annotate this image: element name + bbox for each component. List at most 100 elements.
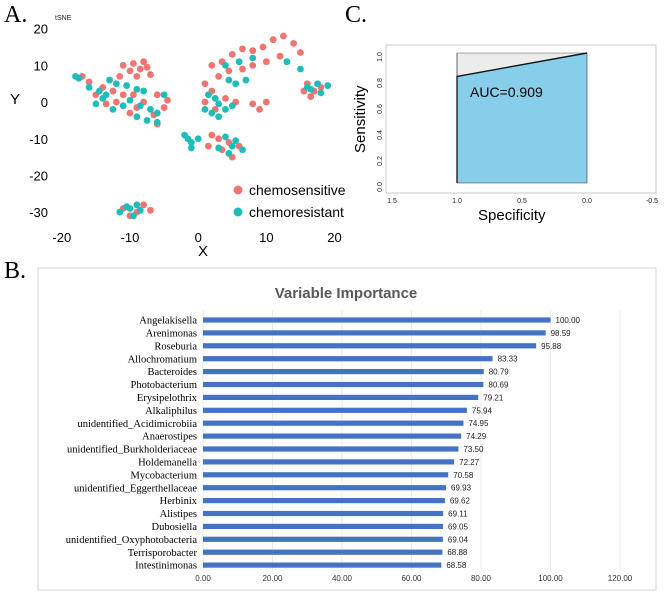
bar-value-label: 69.93 [451, 484, 472, 493]
panel-b-x-ticks: 0.00 20.00 40.00 60.00 80.00 100.00 120.00 [195, 574, 633, 583]
chemosensitive-point [222, 94, 229, 102]
bar-value-label: 69.62 [450, 497, 471, 506]
bar [203, 446, 459, 452]
bar-category-label: Dubosiella [152, 522, 198, 533]
panel-a-x-label: X [198, 243, 208, 260]
bar [203, 523, 443, 529]
bar-category-label: Photobacterium [131, 380, 198, 391]
chemosensitive-point [109, 87, 117, 95]
bar-category-label: unidentified_Eggerthellaceae [74, 483, 197, 494]
chemosensitive-point [297, 49, 304, 56]
chemoresistant-point [153, 109, 161, 117]
chemoresistant-point [123, 203, 130, 211]
chemoresistant-point [187, 144, 195, 152]
panel-a-y-ticks: 20 10 0 -10 -20 -30 [29, 22, 48, 220]
bar-value-label: 69.04 [448, 535, 469, 544]
bar-value-label: 74.95 [468, 419, 489, 428]
bar-category-label: Anaerostipes [142, 432, 197, 443]
chemoresistant-point [228, 102, 236, 110]
bar-value-label: 69.05 [448, 522, 469, 531]
chemoresistant-point [99, 94, 107, 102]
chemoresistant-point [205, 91, 212, 99]
chemosensitive-point [126, 67, 134, 75]
chemosensitive-point [133, 72, 141, 80]
chemosensitive-point [153, 91, 161, 99]
bar-value-label: 69.11 [448, 510, 468, 519]
y-tick-label: 1.0 [377, 52, 384, 62]
bar-value-label: 72.27 [459, 458, 480, 467]
bar [203, 381, 484, 388]
chemosensitive-point [164, 96, 171, 104]
x-tick-label: 0.00 [195, 574, 211, 583]
chemoresistant-point [232, 137, 240, 144]
bar [203, 394, 479, 400]
chemoresistant-point [147, 106, 154, 113]
chemoresistant-point [106, 76, 113, 84]
chemoresistant-point [160, 91, 168, 99]
chemosensitive-point [249, 47, 257, 55]
chemoresistant-point [126, 96, 134, 104]
bar-value-label: 100.00 [556, 316, 581, 325]
x-tick-label: 40.00 [332, 574, 353, 583]
chemoresistant-point [232, 80, 240, 88]
chemoresistant-point [211, 94, 219, 102]
bar-category-label: unidentified_Oxyphotobacteria [66, 535, 198, 546]
x-tick-label: 60.00 [401, 574, 422, 583]
chemoresistant-point [297, 65, 304, 73]
chemoresistant-point [123, 82, 130, 89]
panel-a-subtitle: tSNE [55, 15, 72, 22]
chemosensitive-point [119, 61, 127, 69]
chemosensitive-point [126, 109, 134, 117]
chemoresistant-point [215, 100, 223, 108]
chemoresistant-point [75, 74, 83, 82]
bar-value-label: 83.33 [498, 355, 519, 364]
bar [203, 510, 444, 517]
panel-c-x-ticks: 1.5 1.0 0.5 0.0 -0.5 [387, 198, 658, 205]
bar [203, 433, 462, 439]
bar [203, 317, 551, 323]
chemoresistant-point [283, 58, 291, 66]
bar [203, 343, 537, 349]
panel-a-y-label: Y [10, 91, 20, 108]
y-tick-label: 10 [34, 58, 48, 73]
chemoresistant-point [119, 102, 127, 110]
y-tick-label: 0.4 [377, 130, 384, 140]
panel-a: A. tSNE 20 10 0 -10 -20 -30 -20 -10 0 10 20 Y X c… [4, 2, 346, 260]
legend-label-chemosensitive: chemosensitive [249, 182, 346, 198]
bar-category-label: Allochromatium [128, 354, 197, 365]
chemosensitive-point [119, 91, 127, 99]
chemoresistant-point [153, 118, 161, 126]
bar-category-label: Holdemanella [138, 458, 197, 469]
chemosensitive-point [215, 135, 223, 143]
panel-a-x-ticks: -20 -10 0 10 20 [52, 230, 341, 245]
bar [203, 420, 464, 426]
chemoresistant-point [133, 85, 141, 93]
x-tick-label: 80.00 [471, 574, 492, 583]
bar-value-label: 73.50 [463, 445, 484, 454]
bar [203, 536, 443, 542]
chemoresistant-point [222, 133, 229, 141]
x-tick-label: 20 [327, 230, 341, 245]
chemosensitive-point [205, 142, 212, 150]
auc-annotation: AUC=0.909 [470, 84, 543, 100]
panel-c-letter: C. [345, 2, 367, 28]
chemoresistant-point [228, 142, 236, 150]
chemoresistant-point [194, 135, 202, 143]
x-tick-label: 0 [195, 230, 202, 245]
chemosensitive-point [201, 98, 209, 106]
chemosensitive-point [140, 201, 148, 209]
bar-value-label: 98.59 [551, 329, 572, 338]
bar-value-label: 80.69 [488, 381, 509, 390]
chemoresistant-point [317, 89, 325, 97]
bar-category-label: Mycobacterium [131, 470, 197, 481]
chemosensitive-point [276, 52, 284, 60]
panel-c-x-label: Specificity [478, 207, 546, 224]
chemoresistant-point [187, 139, 195, 146]
chemosensitive-point [201, 80, 209, 88]
panel-b-bars: Angelakisella 100.00 Arenimonas 98.59 Rosebu… [66, 316, 581, 572]
chemosensitive-point [259, 43, 267, 51]
x-tick-label: -10 [121, 230, 140, 245]
chemosensitive-point [136, 65, 144, 73]
chemoresistant-point [92, 100, 100, 108]
